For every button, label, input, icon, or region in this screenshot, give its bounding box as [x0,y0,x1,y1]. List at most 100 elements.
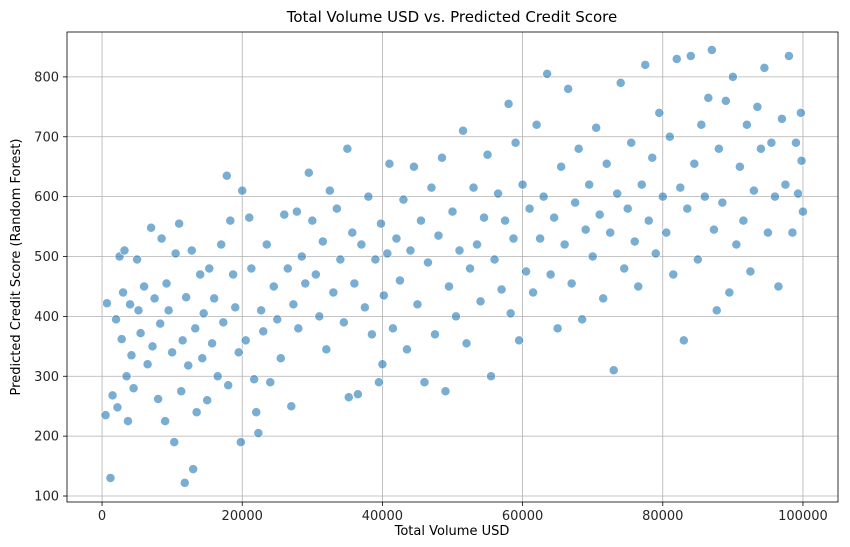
data-point [246,263,257,274]
data-point [202,395,213,406]
data-point [528,287,539,298]
data-point [661,227,672,238]
data-point [542,68,553,79]
data-point [745,266,756,277]
data-point [228,269,239,280]
data-point [401,344,412,355]
data-point [643,215,654,226]
data-point [121,371,132,382]
data-point [773,281,784,292]
data-point [387,323,398,334]
data-point [230,302,241,313]
data-point [489,254,500,265]
data-point [629,236,640,247]
data-point [472,239,482,250]
data-point [426,182,437,193]
data-point [664,131,675,142]
data-point [135,328,146,339]
data-point [132,254,143,265]
data-point [105,473,116,484]
data-point [678,335,689,346]
data-point [444,281,454,292]
data-point [699,191,710,202]
data-point [195,269,206,280]
x-tick-label: 0 [98,509,106,524]
data-point [508,233,519,244]
data-point [741,119,752,130]
data-point [378,290,389,301]
data-point [479,212,489,223]
axes [66,31,839,503]
data-point [706,45,717,55]
data-point [118,287,129,298]
data-point [633,281,644,292]
data-point [692,254,703,265]
data-point [776,113,787,124]
tick-marks: 0 20000 40000 60000 80000 100000 100 200 300 400 5… [34,70,828,524]
data-point [682,203,693,214]
data-point [216,239,227,250]
data-point [288,299,299,310]
data-point [559,239,570,250]
data-point [221,170,232,181]
data-point [545,269,556,280]
data-point [256,305,267,316]
y-tick-label: 300 [34,370,59,385]
data-point [780,179,791,190]
data-point [524,203,535,214]
data-point [482,149,493,160]
data-point [116,334,127,345]
data-point [268,281,279,292]
data-point [191,407,202,418]
data-point [119,245,130,256]
data-point [762,227,773,238]
data-point [612,188,623,199]
data-point [538,191,549,202]
data-point [549,212,560,223]
data-point [689,158,700,169]
data-point [711,305,722,316]
data-point [251,407,262,418]
data-point [598,293,609,304]
x-tick-label: 20000 [222,509,263,524]
data-point [209,293,220,304]
data-point [366,329,377,340]
data-point [696,119,707,130]
data-point [615,77,626,88]
data-point [153,394,164,404]
data-point [605,227,616,238]
data-points [100,45,808,488]
data-point [708,224,719,235]
data-point [468,182,479,193]
x-axis-label: Total Volume USD [394,524,510,539]
data-point [258,326,269,337]
data-point [275,353,286,364]
data-point [160,416,171,427]
x-tick-label: 40000 [362,509,403,524]
data-point [261,239,272,250]
chart-title: Total Volume USD vs. Predicted Credit Sc… [286,8,617,26]
data-point [500,215,511,226]
data-point [147,341,158,352]
data-point [347,227,358,238]
data-point [373,377,384,388]
data-point [433,230,444,241]
data-point [183,360,194,371]
data-point [338,317,349,328]
data-point [552,323,563,334]
data-point [517,179,528,190]
data-point [188,464,199,475]
data-point [107,390,118,401]
data-point [359,302,370,313]
data-point [493,188,504,199]
data-point [146,222,157,233]
data-point [409,161,419,172]
data-point [128,383,139,394]
x-tick-label: 60000 [502,509,543,524]
data-point [382,248,393,259]
data-point [654,107,665,118]
data-point [657,191,668,202]
y-tick-label: 800 [34,70,59,85]
data-point [314,311,325,322]
